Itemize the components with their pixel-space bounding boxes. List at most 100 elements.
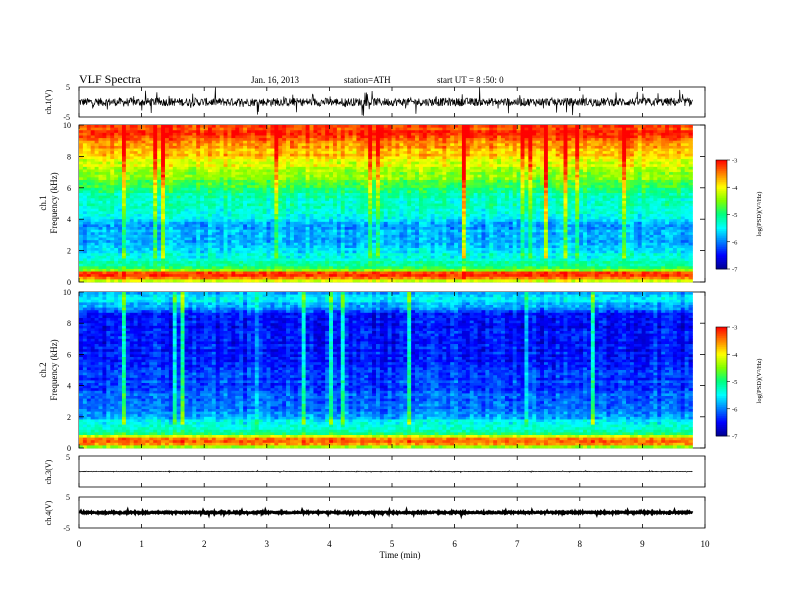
spectrogram-cell [161,130,166,134]
spectrogram-cell [325,145,330,149]
spectrogram-cell [387,185,392,189]
spectrogram-cell [141,268,146,272]
spectrogram-cell [270,255,275,259]
spectrogram-cell [368,237,373,241]
spectrogram-cell [399,145,404,149]
spectrogram-cell [243,187,248,191]
spectrogram-cell [356,211,361,215]
spectrogram-cell [196,255,201,259]
spectrogram-cell [200,148,205,152]
spectrogram-cell [180,224,185,228]
spectrogram-cell [239,279,244,283]
spectrogram-cell [223,234,228,238]
spectrogram-cell [82,227,88,231]
spectrogram-cell [262,164,267,168]
spectrogram-cell [379,229,385,233]
spectrogram-cell [305,274,310,278]
spectrogram-cell [360,268,365,272]
spectrogram-cell [153,203,158,207]
spectrogram-cell [141,148,146,152]
spectrogram-cell [375,156,381,160]
spectrogram-cell [395,276,400,280]
spectrogram-cell [90,247,96,251]
spectrogram-cell [106,172,111,176]
spectrogram-cell [258,195,264,199]
spectrogram-cell [356,169,361,173]
spectrogram-cell [90,227,96,231]
spectrogram-cell [266,255,271,259]
spectrogram-cell [207,195,213,199]
spectrogram-cell [329,221,334,225]
spectrogram-cell [321,198,326,202]
spectrogram-cell [372,185,377,189]
spectrogram-cell [266,140,271,144]
spectrogram-cell [282,130,287,134]
spectrogram-cell [200,206,205,210]
spectrogram-cell [317,245,322,249]
spectrogram-cell [387,153,392,157]
spectrogram-cell [90,198,96,202]
spectrogram-cell [102,258,107,262]
spectrogram-cell [141,263,146,267]
spectrogram-cell [137,145,142,149]
spectrogram-cell [196,224,201,228]
spectrogram-cell [313,237,318,241]
spectrogram-cell [313,164,318,168]
spectrogram-cell [207,279,213,283]
spectrogram-cell [329,156,334,160]
spectrogram-cell [227,234,232,238]
spectrogram-cell [188,140,193,144]
spectrogram-cell [332,187,338,191]
spectrogram-cell [286,276,291,280]
spectrogram-cell [133,185,139,189]
spectrogram-cell [297,245,303,249]
spectrogram-cell [313,253,318,257]
spectrogram-cell [161,276,166,280]
spectrogram-cell [145,190,150,194]
spectrogram-cell [372,232,377,236]
spectrogram-cell [395,240,400,244]
spectrogram-cell [90,242,96,246]
spectrogram-cell [372,255,377,259]
spectrogram-cell [192,172,197,176]
spectrogram-cell [356,261,361,265]
spectrogram-cell [207,245,213,249]
spectrogram-cell [360,179,365,183]
spectrogram-cell [79,166,84,170]
spectrogram-cell [129,211,135,215]
spectrogram-cell [90,172,96,176]
spectrogram-cell [215,219,221,223]
spectrogram-cell [188,232,193,236]
spectrogram-cell [293,250,299,254]
spectrogram-cell [200,190,205,194]
spectrogram-cell [114,245,119,249]
spectrogram-cell [332,138,338,142]
spectrogram-cell [176,151,181,155]
spectrogram-cell [129,185,135,189]
spectrogram-cell [176,268,181,272]
spectrogram-cell [164,240,170,244]
spectrogram-cell [336,211,342,215]
spectrogram-cell [250,250,256,254]
spectrogram-cell [125,140,131,144]
spectrogram-cell [164,247,170,251]
spectrogram-cell [336,203,342,207]
spectrogram-cell [94,127,99,131]
spectrogram-cell [399,245,404,249]
spectrogram-cell [332,198,338,202]
spectrogram-cell [98,127,103,131]
spectrogram-cell [313,161,318,165]
spectrogram-cell [219,148,224,152]
spectrogram-cell [379,187,385,191]
spectrogram-cell [344,198,350,202]
spectrogram-cell [239,206,244,210]
spectrogram-cell [106,219,111,223]
spectrogram-cell [157,174,162,178]
spectrogram-cell [282,206,287,210]
spectrogram-cell [344,266,350,270]
spectrogram-cell [360,258,365,262]
spectrogram-cell [227,274,232,278]
spectrogram-cell [161,125,166,129]
spectrogram-cell [395,266,400,270]
spectrogram-cell [243,227,248,231]
